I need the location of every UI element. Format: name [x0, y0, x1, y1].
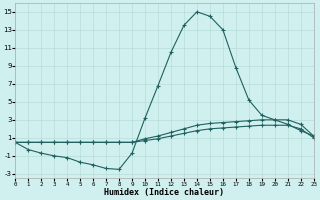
- X-axis label: Humidex (Indice chaleur): Humidex (Indice chaleur): [105, 188, 225, 197]
